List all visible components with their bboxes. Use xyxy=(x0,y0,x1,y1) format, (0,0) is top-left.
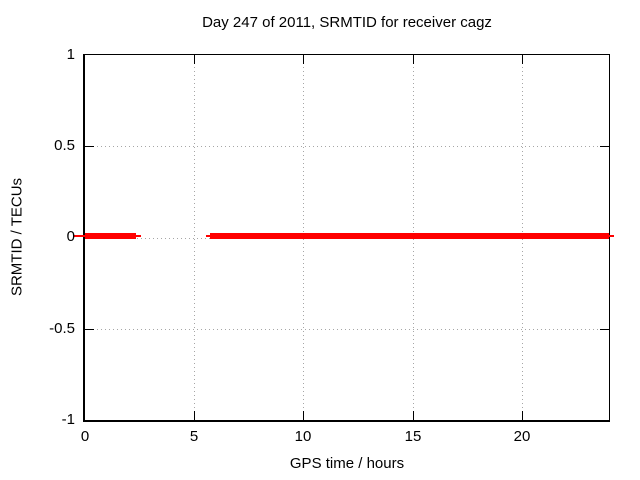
xtick-label-20: 20 xyxy=(513,428,531,445)
plot-area xyxy=(73,54,614,422)
xtick-label-5: 5 xyxy=(189,428,199,445)
ytick-left-0p5 xyxy=(85,146,94,147)
ytick-label-1: 1 xyxy=(66,46,75,63)
ytick-label-0: 0 xyxy=(66,228,75,245)
gridline-x-5 xyxy=(194,55,195,420)
series-srmtid-segment1 xyxy=(85,233,136,239)
ytick-right-0p5 xyxy=(600,146,609,147)
xtick-top-15 xyxy=(413,55,414,64)
xtick-top-20 xyxy=(522,55,523,64)
axis-border-top xyxy=(83,54,610,55)
xtick-bottom-5 xyxy=(194,411,195,420)
xtick-bottom-20 xyxy=(522,411,523,420)
axis-border-left xyxy=(83,55,85,420)
axis-border-bottom xyxy=(83,420,610,422)
ytick-label-0p5: 0.5 xyxy=(54,137,75,154)
ytick-right-m0p5 xyxy=(600,329,609,330)
chart-title: Day 247 of 2011, SRMTID for receiver cag… xyxy=(202,14,492,31)
gridline-y-m0p5 xyxy=(85,329,609,330)
xtick-label-10: 10 xyxy=(294,428,312,445)
gridline-y-0p5 xyxy=(85,146,609,147)
ytick-label-m0p5: -0.5 xyxy=(49,320,75,337)
xtick-bottom-15 xyxy=(413,411,414,420)
x-axis-title: GPS time / hours xyxy=(289,455,405,472)
ytick-label-m1: -1 xyxy=(61,411,75,428)
series-srmtid-segment2 xyxy=(210,233,609,239)
xtick-top-5 xyxy=(194,55,195,64)
xtick-label-0: 0 xyxy=(80,428,90,445)
xtick-label-15: 15 xyxy=(404,428,422,445)
axis-border-right xyxy=(609,55,610,420)
xtick-bottom-10 xyxy=(303,411,304,420)
xtick-top-10 xyxy=(303,55,304,64)
ytick-left-m0p5 xyxy=(85,329,94,330)
